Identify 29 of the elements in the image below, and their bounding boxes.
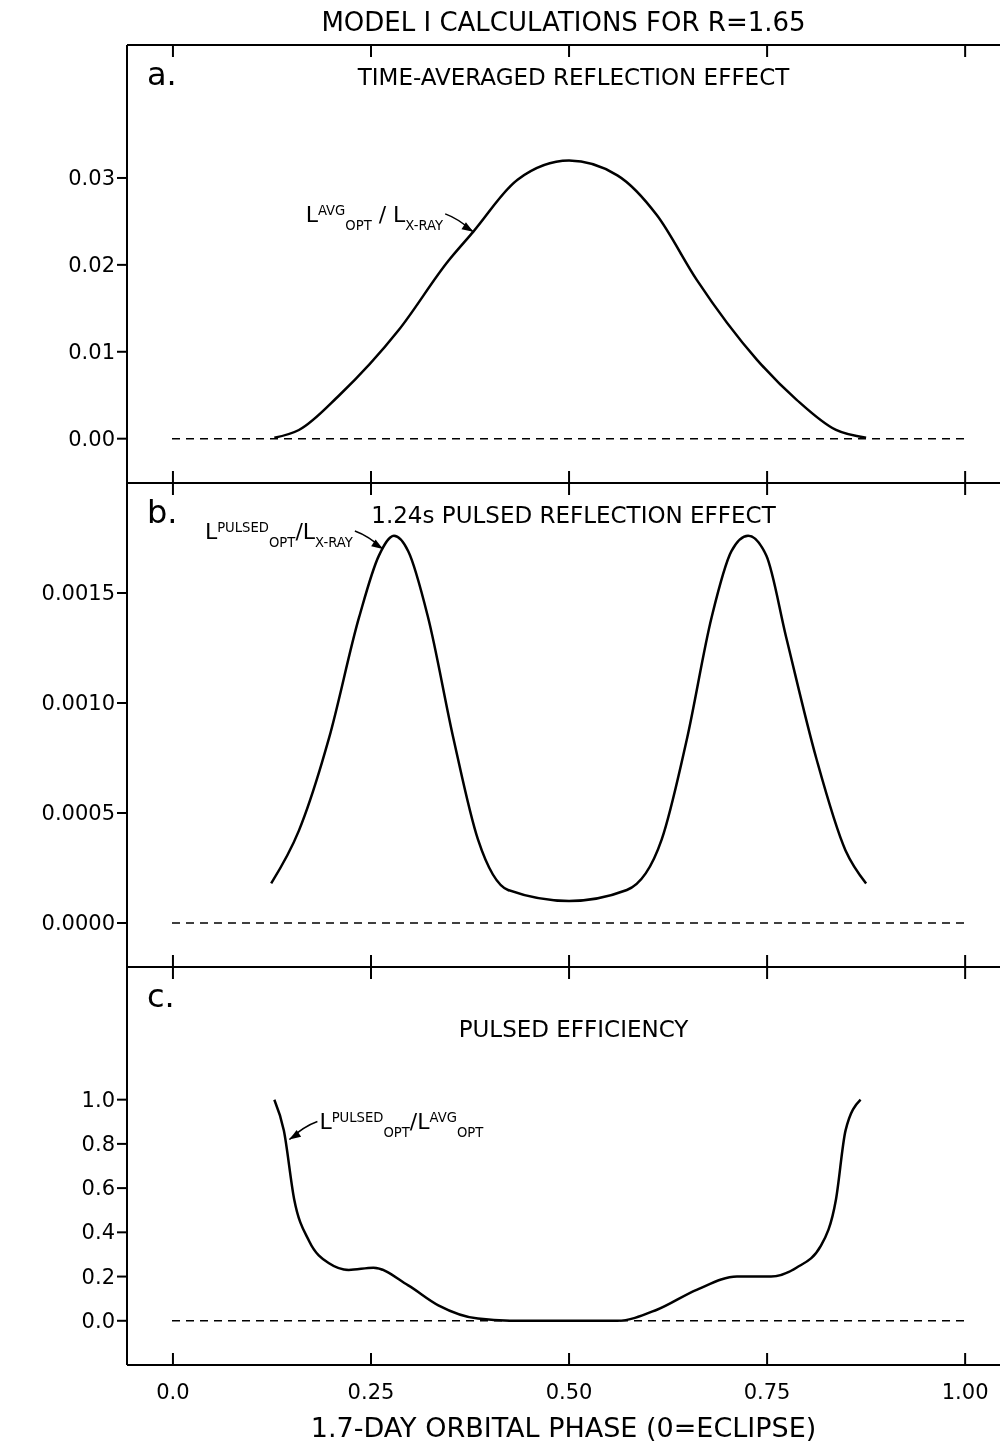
x-tick-label: 0.25 [347,1380,395,1404]
x-tick-label: 0.75 [743,1380,791,1404]
y-tick-label: 0.2 [81,1264,115,1289]
chart-title: MODEL I CALCULATIONS FOR R=1.65 [321,7,806,37]
x-axis-title: 1.7-DAY ORBITAL PHASE (0=ECLIPSE) [310,1412,817,1442]
y-tick-label: 0.03 [68,165,115,190]
annotation: PULSED EFFICIENCY [458,1016,690,1042]
y-tick-label: 0.0 [81,1308,115,1333]
y-tick-label: 0.0015 [41,581,115,605]
y-tick-label: 0.01 [68,339,115,364]
y-tick-label: 1.0 [81,1087,115,1112]
y-tick-label: 0.0010 [41,691,115,715]
x-tick-label: 0.0 [156,1380,190,1404]
y-tick-label: 0.0005 [41,801,115,825]
annotation: TIME-AVERAGED REFLECTION EFFECT [356,64,791,90]
x-tick-label: 0.50 [545,1380,593,1404]
y-tick-label: 0.0000 [41,911,115,935]
x-tick-label: 1.00 [941,1380,989,1404]
y-tick-label: 0.4 [81,1220,115,1245]
y-tick-label: 0.00 [68,426,115,451]
y-tick-label: 0.8 [81,1131,115,1156]
y-tick-label: 0.02 [68,252,115,277]
annotation: a. [147,55,177,93]
annotation: L$^{AVG}$$_{OPT}$ / L$_{X-RAY}$ [305,201,445,233]
annotation: b. [147,493,178,531]
y-tick-label: 0.6 [81,1176,115,1201]
annotation: L$^{PULSED}$$_{OPT}$/L$_{X-RAY}$ [204,519,354,550]
annotation: 1.24s PULSED REFLECTION EFFECT [371,502,777,528]
annotation: c. [147,977,175,1015]
